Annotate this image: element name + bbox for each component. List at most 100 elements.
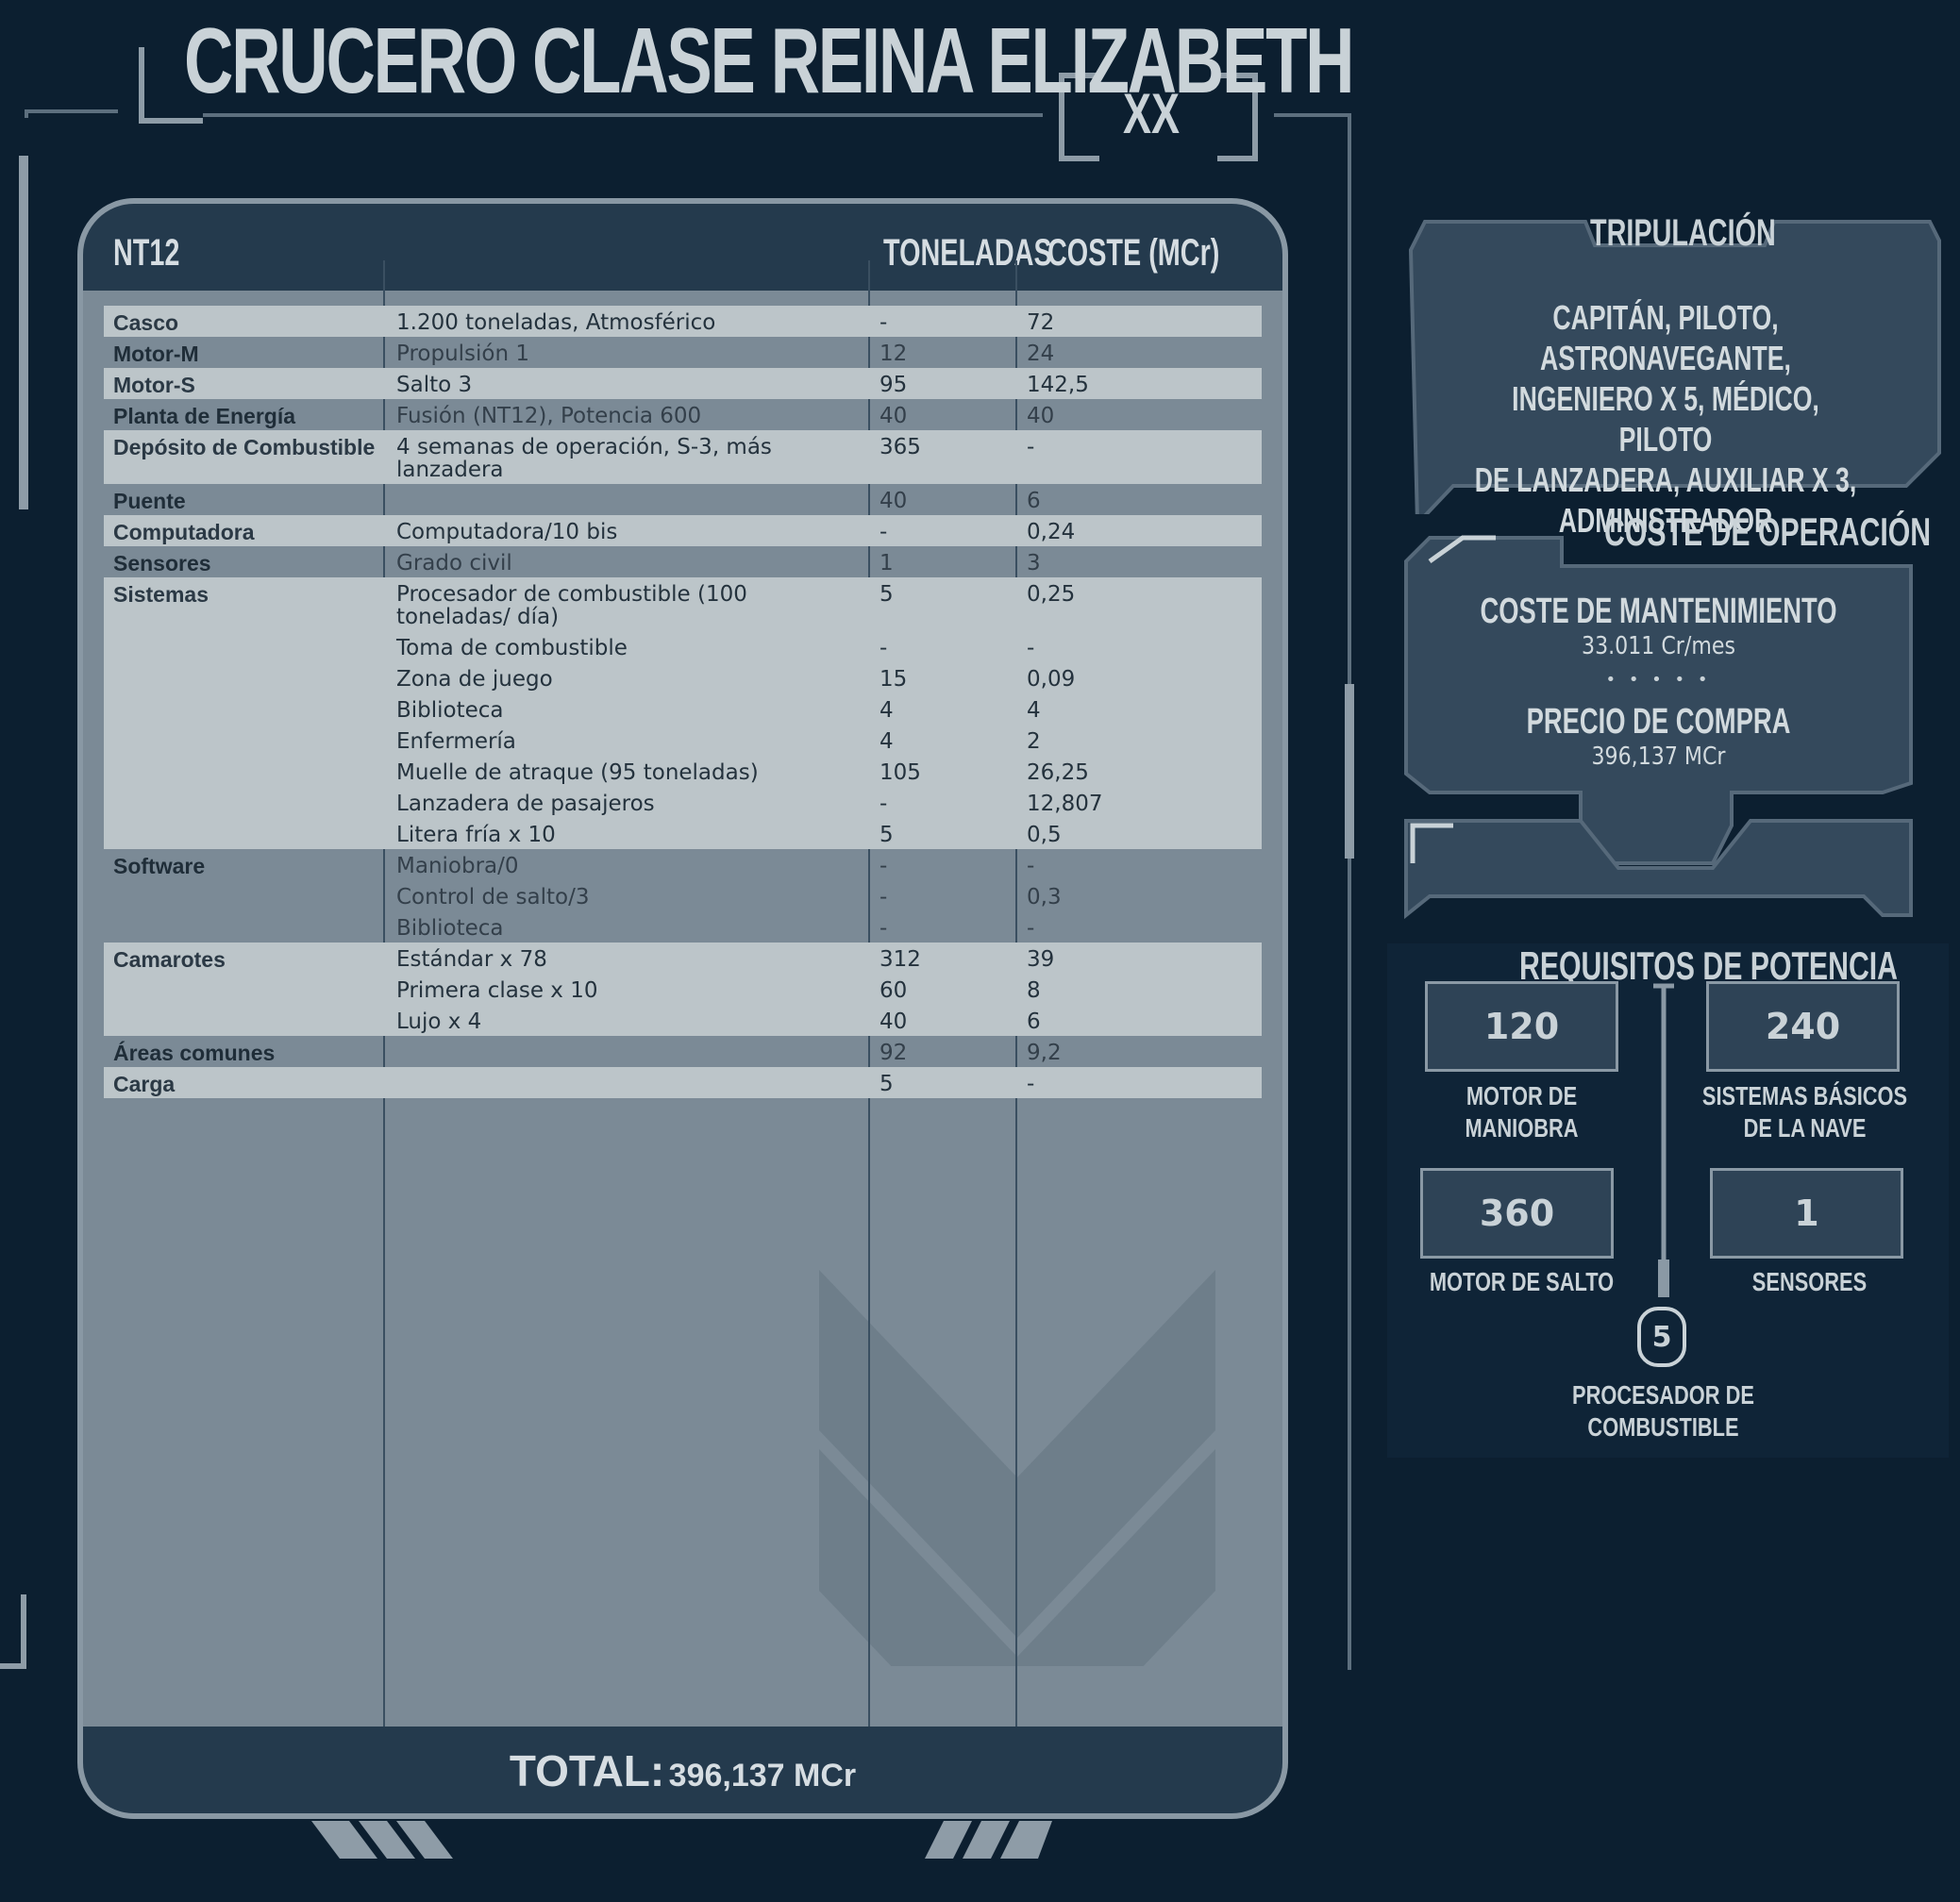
row-cost: - bbox=[1017, 631, 1262, 662]
row-tons: - bbox=[879, 916, 888, 941]
row-category bbox=[104, 787, 387, 818]
crew-line: ADMINISTRADOR bbox=[1558, 501, 1773, 540]
purchase-label: PRECIO DE COMPRA bbox=[1401, 703, 1916, 741]
row-cost: 0,5 bbox=[1017, 818, 1262, 849]
table-header-bar: NT12 TONELADAS COSTE (MCr) bbox=[83, 204, 1282, 291]
row-cost: - bbox=[1027, 916, 1035, 941]
purchase-value-text: 396,137 MCr bbox=[1591, 742, 1726, 771]
table-row: Biblioteca 4 4 bbox=[104, 693, 1262, 725]
power-section: REQUISITOS DE POTENCIA 120 MOTOR DE MANI… bbox=[1387, 943, 1953, 1462]
table-row: Software Maniobra/0 - - bbox=[104, 849, 1262, 880]
row-cost: 6 bbox=[1027, 489, 1041, 513]
operating-cost-title: COSTE DE OPERACIÓN bbox=[1604, 509, 1932, 554]
table-row: Enfermería 4 2 bbox=[104, 725, 1262, 756]
power-value-sensors: 1 bbox=[1710, 1168, 1903, 1259]
table-row: Lanzadera de pasajeros -12,807 bbox=[104, 787, 1262, 818]
row-cost: - bbox=[1017, 430, 1262, 484]
total-label: TOTAL: bbox=[509, 1746, 665, 1795]
row-cost: 12,807 bbox=[1017, 787, 1262, 818]
row-cost: 0,24 bbox=[1017, 515, 1262, 546]
panel-chevron-decoration bbox=[819, 1270, 1215, 1666]
power-label-line: SISTEMAS BÁSICOS bbox=[1701, 1081, 1908, 1110]
row-category bbox=[104, 974, 387, 1005]
table-row: Lujo x 4 40 6 bbox=[104, 1005, 1262, 1036]
row-item: Procesador de combustible (100 toneladas… bbox=[387, 577, 870, 631]
row-item: Propulsión 1 bbox=[396, 342, 530, 366]
row-cost: 0,3 bbox=[1027, 885, 1062, 909]
ship-stats-table: Casco 1.200 toneladas, Atmosférico -72 Moto… bbox=[104, 306, 1262, 1098]
crew-line: INGENIERO X 5, MÉDICO, PILOTO bbox=[1512, 379, 1819, 459]
table-row: Áreas comunes 92 9,2 bbox=[104, 1036, 1262, 1067]
table-row: Casco 1.200 toneladas, Atmosférico -72 bbox=[104, 306, 1262, 337]
row-tons: 5 bbox=[870, 1067, 1017, 1098]
tons-header: TONELADAS bbox=[883, 232, 1052, 274]
row-category: Sensores bbox=[113, 551, 211, 576]
power-label-line: DE LA NAVE bbox=[1743, 1113, 1867, 1143]
purchase-label-text: PRECIO DE COMPRA bbox=[1526, 702, 1791, 742]
row-tons: 92 bbox=[879, 1041, 908, 1065]
power-label-jump-drive: MOTOR DE SALTO bbox=[1416, 1266, 1626, 1298]
row-item: Toma de combustible bbox=[387, 631, 870, 662]
row-item: Lanzadera de pasajeros bbox=[387, 787, 870, 818]
power-label-sensors: SENSORES bbox=[1704, 1266, 1914, 1298]
row-tons: 365 bbox=[870, 430, 1017, 484]
table-row: Carga 5- bbox=[104, 1067, 1262, 1098]
crew-list: CAPITÁN, PILOTO, ASTRONAVEGANTE, INGENIE… bbox=[1406, 297, 1925, 541]
maintenance-value-text: 33.011 Cr/mes bbox=[1582, 632, 1735, 660]
row-item: 4 semanas de operación, S-3, más lanzade… bbox=[387, 430, 870, 484]
row-item: Fusión (NT12), Potencia 600 bbox=[396, 404, 702, 428]
separator-dots: • • • • • bbox=[1605, 670, 1712, 690]
page-title: CRUCERO CLASE REINA ELIZABETH bbox=[184, 8, 1355, 112]
row-category bbox=[104, 662, 387, 693]
power-title: REQUISITOS DE POTENCIA bbox=[1519, 943, 1899, 988]
row-tons: 5 bbox=[870, 818, 1017, 849]
table-row: Control de salto/3 - 0,3 bbox=[104, 880, 1262, 911]
table-row: Motor-S Salto 3 95 142,5 bbox=[104, 368, 1262, 399]
row-cost: 0,09 bbox=[1017, 662, 1262, 693]
table-row: Motor-M Propulsión 1 12 24 bbox=[104, 337, 1262, 368]
row-tons: 4 bbox=[870, 725, 1017, 756]
row-cost: 142,5 bbox=[1017, 368, 1262, 399]
row-tons: - bbox=[879, 885, 888, 909]
purchase-value: 396,137 MCr bbox=[1401, 742, 1916, 771]
table-row: Sistemas Procesador de combustible (100 t… bbox=[104, 577, 1262, 631]
crew-line: DE LANZADERA, AUXILIAR X 3, bbox=[1474, 460, 1857, 499]
row-item bbox=[387, 484, 870, 515]
row-category: Camarotes bbox=[104, 943, 387, 974]
row-tons: - bbox=[879, 854, 888, 878]
row-item: 1.200 toneladas, Atmosférico bbox=[387, 306, 870, 337]
row-item: Zona de juego bbox=[387, 662, 870, 693]
operating-cost-section: COSTE DE OPERACIÓN COSTE DE MANTENIMIENT… bbox=[1401, 509, 1931, 934]
row-cost: 0,25 bbox=[1017, 577, 1262, 631]
power-label-line: MOTOR DE bbox=[1466, 1081, 1578, 1110]
row-tons: 312 bbox=[870, 943, 1017, 974]
table-row: Toma de combustible - - bbox=[104, 631, 1262, 662]
row-tons: 15 bbox=[870, 662, 1017, 693]
row-category bbox=[104, 880, 387, 911]
table-row: Camarotes Estándar x 78 312 39 bbox=[104, 943, 1262, 974]
cost-header: COSTE (MCr) bbox=[1047, 232, 1220, 274]
maintenance-label: COSTE DE MANTENIMIENTO bbox=[1401, 592, 1916, 630]
row-cost: 2 bbox=[1017, 725, 1262, 756]
total-value: 396,137 MCr bbox=[668, 1758, 857, 1794]
power-label-line: COMBUSTIBLE bbox=[1587, 1412, 1739, 1442]
row-tons: 40 bbox=[879, 489, 908, 513]
power-value-maneuver: 120 bbox=[1425, 981, 1618, 1072]
power-value-jump-drive: 360 bbox=[1420, 1168, 1614, 1259]
row-cost: 40 bbox=[1027, 404, 1055, 428]
row-item: Muelle de atraque (95 toneladas) bbox=[387, 756, 870, 787]
table-row: Depósito de Combustible 4 semanas de oper… bbox=[104, 430, 1262, 484]
row-cost: 4 bbox=[1017, 693, 1262, 725]
maintenance-value: 33.011 Cr/mes bbox=[1401, 632, 1916, 660]
power-label-line: SENSORES bbox=[1751, 1267, 1868, 1296]
power-label-line: MANIOBRA bbox=[1465, 1113, 1579, 1143]
maintenance-label-text: COSTE DE MANTENIMIENTO bbox=[1480, 592, 1837, 631]
table-row: Primera clase x 10 60 8 bbox=[104, 974, 1262, 1005]
row-category: Casco bbox=[104, 306, 387, 337]
row-tons: 1 bbox=[879, 551, 894, 576]
row-tons: 40 bbox=[879, 404, 908, 428]
row-item: Enfermería bbox=[387, 725, 870, 756]
row-category: Carga bbox=[104, 1067, 387, 1098]
row-cost: - bbox=[1017, 1067, 1262, 1098]
